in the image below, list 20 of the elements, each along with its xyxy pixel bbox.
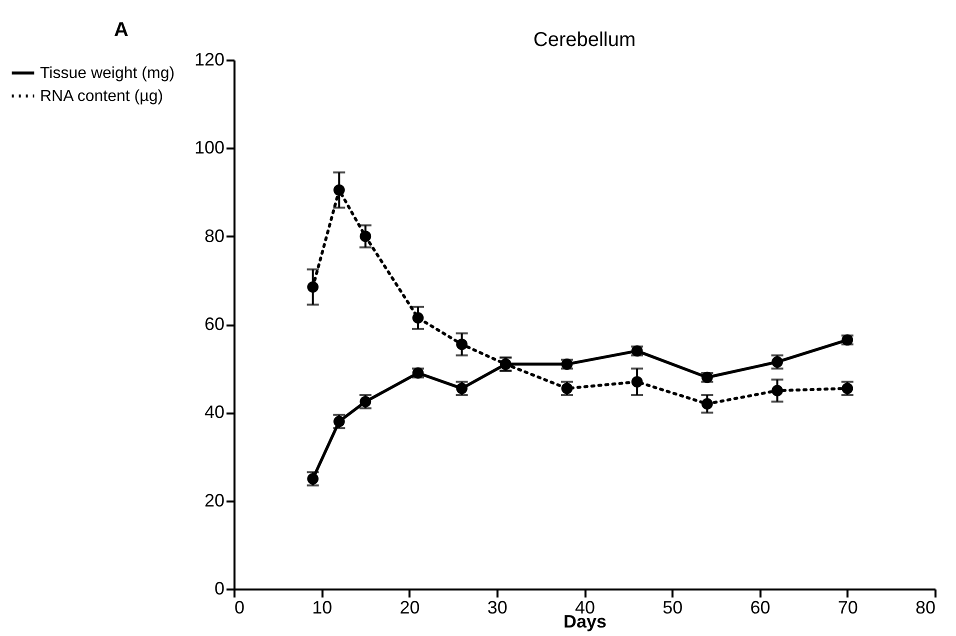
x-tick-label: 0: [234, 598, 245, 618]
x-tick-label: 60: [750, 598, 770, 618]
x-tick-label: 10: [312, 598, 332, 618]
x-tick-label: 40: [574, 598, 596, 618]
x-tick-label: 20: [400, 598, 420, 618]
y-tick-label: 20: [204, 490, 224, 510]
y-tick-label: 0: [214, 578, 224, 598]
y-tick-label: 100: [194, 138, 224, 158]
x-tick-label: 70: [838, 598, 858, 618]
chart-title: Cerebellum: [533, 29, 636, 51]
legend-label: Tissue weight (mg): [40, 65, 175, 82]
x-tick-label: 80: [915, 598, 936, 618]
y-tick-label: 40: [204, 402, 224, 422]
legend-label: RNA content (µg): [40, 88, 164, 105]
y-tick-label: 60: [204, 314, 224, 334]
text: A: [114, 19, 128, 41]
x-tick-label: 50: [662, 598, 683, 618]
x-tick-label: 30: [487, 598, 508, 618]
y-tick-label: 120: [194, 50, 224, 70]
y-tick-label: 80: [204, 226, 224, 246]
